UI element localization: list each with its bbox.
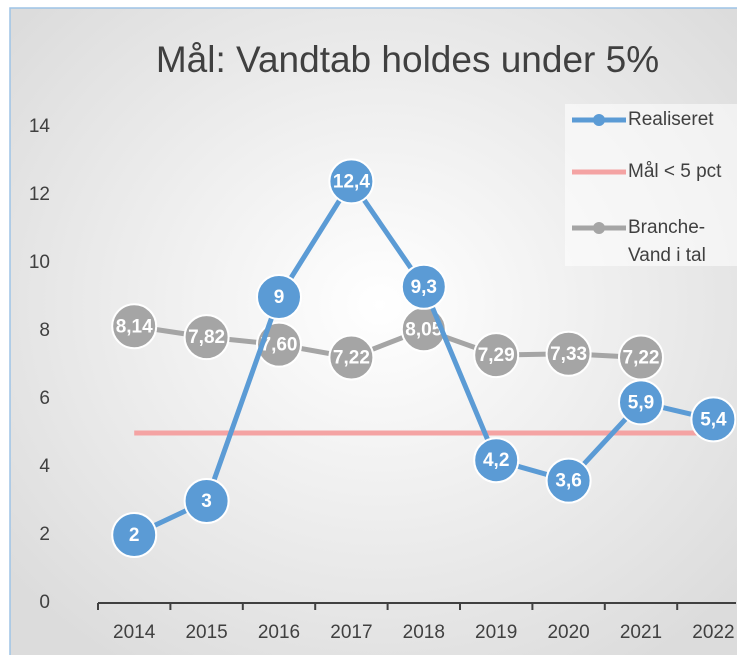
x-tick-label: 2019 [475, 622, 517, 643]
chart-title: Mål: Vandtab holdes under 5% [155, 39, 660, 80]
marker [618, 379, 664, 426]
y-tick-label: 6 [39, 388, 50, 409]
data-label: 2 [129, 525, 140, 546]
data-label: 3 [201, 491, 212, 512]
data-label: 5,9 [628, 392, 654, 413]
marker [545, 457, 592, 504]
marker [328, 334, 375, 381]
marker [400, 263, 447, 310]
x-tick-label: 2014 [113, 622, 156, 643]
data-label: 7,22 [333, 348, 370, 369]
x-tick-label: 2015 [185, 622, 227, 643]
x-tick-label: 2016 [258, 622, 300, 643]
legend-marker [593, 222, 605, 234]
marker [183, 314, 230, 361]
marker [256, 274, 302, 320]
marker [473, 437, 520, 484]
data-label: 7,82 [188, 327, 225, 348]
marker [328, 158, 375, 205]
x-tick-label: 2018 [403, 622, 445, 643]
data-label: 8,14 [116, 316, 153, 337]
marker [111, 512, 158, 558]
marker [183, 478, 230, 524]
data-label: 8,05 [405, 319, 442, 340]
data-label: 7,22 [623, 348, 660, 369]
y-tick-label: 2 [39, 524, 50, 545]
data-label: 7,33 [550, 344, 587, 365]
y-tick-label: 12 [29, 184, 50, 205]
x-tick-label: 2017 [330, 622, 372, 643]
data-label: 4,2 [483, 450, 509, 471]
x-tick-label: 2020 [547, 622, 589, 643]
data-label: 7,60 [261, 335, 298, 356]
legend-marker [593, 114, 605, 126]
y-tick-label: 8 [39, 320, 50, 341]
legend-label: Branche-Vand i tal [628, 217, 706, 266]
y-tick-label: 14 [29, 116, 51, 137]
y-tick-label: 0 [39, 592, 50, 613]
data-label: 3,6 [555, 471, 581, 492]
data-label: 12,4 [333, 171, 370, 192]
data-label: 7,29 [478, 345, 515, 366]
data-label: 9 [274, 287, 285, 308]
marker [473, 332, 520, 379]
marker [545, 330, 592, 377]
marker [111, 303, 158, 350]
x-tick-label: 2021 [620, 622, 662, 643]
data-label: 5,4 [700, 409, 727, 430]
marker [690, 396, 736, 443]
legend-box [565, 104, 737, 266]
x-tick-label: 2022 [692, 622, 734, 643]
y-tick-label: 10 [29, 252, 50, 273]
data-label: 9,3 [411, 277, 437, 298]
legend-label: Realiseret [628, 109, 714, 130]
y-tick-label: 4 [39, 456, 50, 477]
legend-label: Mål < 5 pct [628, 161, 722, 182]
